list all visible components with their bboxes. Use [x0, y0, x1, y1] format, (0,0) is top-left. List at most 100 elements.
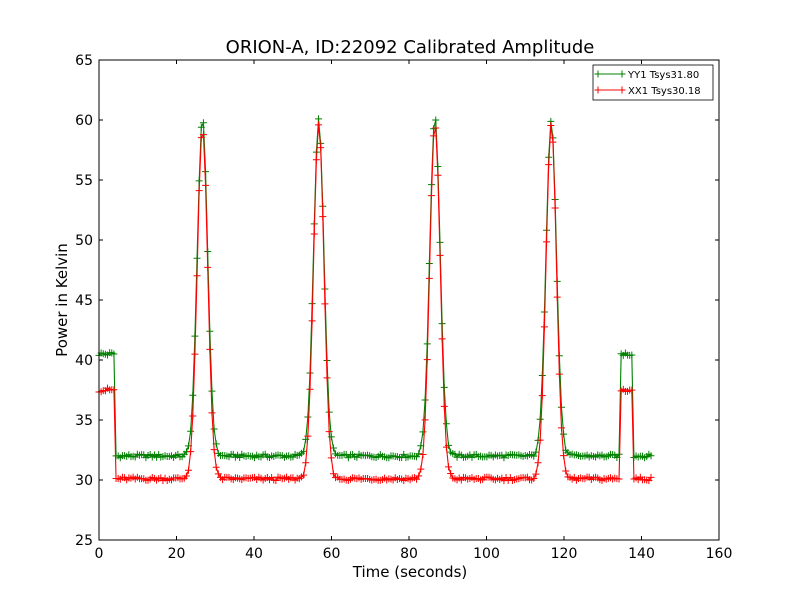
data-point-marker — [423, 356, 431, 364]
data-point-marker — [206, 345, 214, 353]
data-point-marker — [199, 131, 207, 139]
data-point-marker — [323, 374, 331, 382]
x-tick-label: 160 — [706, 546, 733, 562]
data-point-marker — [317, 144, 325, 152]
data-point-marker — [300, 447, 308, 455]
legend-entry-yy1: YY1 Tsys31.80 — [598, 70, 699, 81]
data-point-marker — [530, 475, 538, 483]
legend-marker — [594, 70, 602, 78]
data-point-marker — [432, 124, 440, 132]
data-point-marker — [110, 350, 118, 358]
data-point-marker — [647, 473, 655, 481]
data-point-marker — [447, 469, 455, 477]
x-tick-label: 40 — [245, 546, 263, 562]
data-point-marker — [438, 335, 446, 343]
legend-xx1-label: XX1 Tsys30.18 — [628, 86, 701, 97]
plot-area — [99, 60, 719, 540]
data-point-marker — [560, 430, 568, 438]
x-tick-label: 120 — [551, 546, 578, 562]
data-point-marker — [208, 409, 216, 417]
data-point-marker — [202, 181, 210, 189]
data-point-marker — [319, 213, 327, 221]
data-point-marker — [434, 171, 442, 179]
data-point-marker — [308, 317, 316, 325]
legend-marker — [618, 70, 626, 78]
data-point-marker — [543, 238, 551, 246]
y-tick-label: 35 — [75, 413, 93, 429]
data-point-marker — [436, 251, 444, 259]
legend-marker — [594, 86, 602, 94]
x-tick-label: 20 — [168, 546, 186, 562]
data-point-marker — [553, 293, 561, 301]
data-point-marker — [545, 161, 553, 169]
data-point-marker — [312, 156, 320, 164]
legend-yy1-label: YY1 Tsys31.80 — [627, 70, 699, 81]
data-point-marker — [419, 428, 427, 436]
data-point-marker — [430, 132, 438, 140]
y-axis-label: Power in Kelvin — [53, 243, 71, 357]
data-point-marker — [417, 465, 425, 473]
data-point-marker — [199, 119, 207, 127]
data-point-marker — [415, 450, 423, 458]
data-point-marker — [214, 470, 222, 478]
x-tick-label: 100 — [473, 546, 500, 562]
data-point-marker — [547, 121, 555, 129]
data-point-marker — [110, 386, 118, 394]
y-tick-label: 65 — [75, 53, 93, 69]
data-point-marker — [204, 263, 212, 271]
data-point-marker — [306, 385, 314, 393]
data-point-marker — [210, 425, 218, 433]
data-point-marker — [327, 433, 335, 441]
data-point-marker — [536, 436, 544, 444]
data-point-marker — [615, 475, 623, 483]
data-point-marker — [538, 372, 546, 380]
y-tick-label: 30 — [75, 473, 93, 489]
y-tick-label: 50 — [75, 233, 93, 249]
data-point-marker — [445, 463, 453, 471]
data-point-marker — [540, 323, 548, 331]
data-point-marker — [557, 424, 565, 432]
chart-title: ORION-A, ID:22092 Calibrated Amplitude — [226, 37, 595, 58]
series-layer — [95, 115, 655, 485]
y-tick-label: 45 — [75, 293, 93, 309]
data-point-marker — [325, 408, 333, 416]
data-point-marker — [647, 452, 655, 460]
legend-entry-xx1: XX1 Tsys30.18 — [598, 86, 701, 97]
data-point-marker — [329, 444, 337, 452]
y-tick-label: 60 — [75, 113, 93, 129]
data-point-marker — [327, 454, 335, 462]
y-axis: 25 30 35 40 45 50 55 60 65 — [75, 53, 719, 549]
data-point-marker — [191, 350, 199, 358]
data-point-marker — [560, 452, 568, 460]
y-tick-label: 40 — [75, 353, 93, 369]
data-point-marker — [302, 459, 310, 467]
data-point-marker — [551, 204, 559, 212]
y-tick-label: 55 — [75, 173, 93, 189]
data-point-marker — [321, 300, 329, 308]
data-point-marker — [532, 448, 540, 456]
data-point-marker — [325, 428, 333, 436]
legend-marker — [618, 86, 626, 94]
data-point-marker — [193, 272, 201, 280]
data-point-marker — [425, 274, 433, 282]
data-point-marker — [538, 392, 546, 400]
series-xx1 — [95, 121, 655, 485]
data-point-marker — [329, 470, 337, 478]
data-point-marker — [530, 452, 538, 460]
data-point-marker — [442, 443, 450, 451]
data-point-marker — [300, 471, 308, 479]
data-point-marker — [195, 187, 203, 195]
data-point-marker — [534, 459, 542, 467]
data-point-marker — [415, 472, 423, 480]
data-point-marker — [427, 192, 435, 200]
data-point-marker — [210, 446, 218, 454]
legend-box — [592, 64, 714, 101]
data-point-marker — [212, 463, 220, 471]
data-point-marker — [628, 351, 636, 359]
x-tick-label: 60 — [323, 546, 341, 562]
y-tick-label: 25 — [75, 533, 93, 549]
data-point-marker — [304, 432, 312, 440]
x-tick-label: 140 — [628, 546, 655, 562]
